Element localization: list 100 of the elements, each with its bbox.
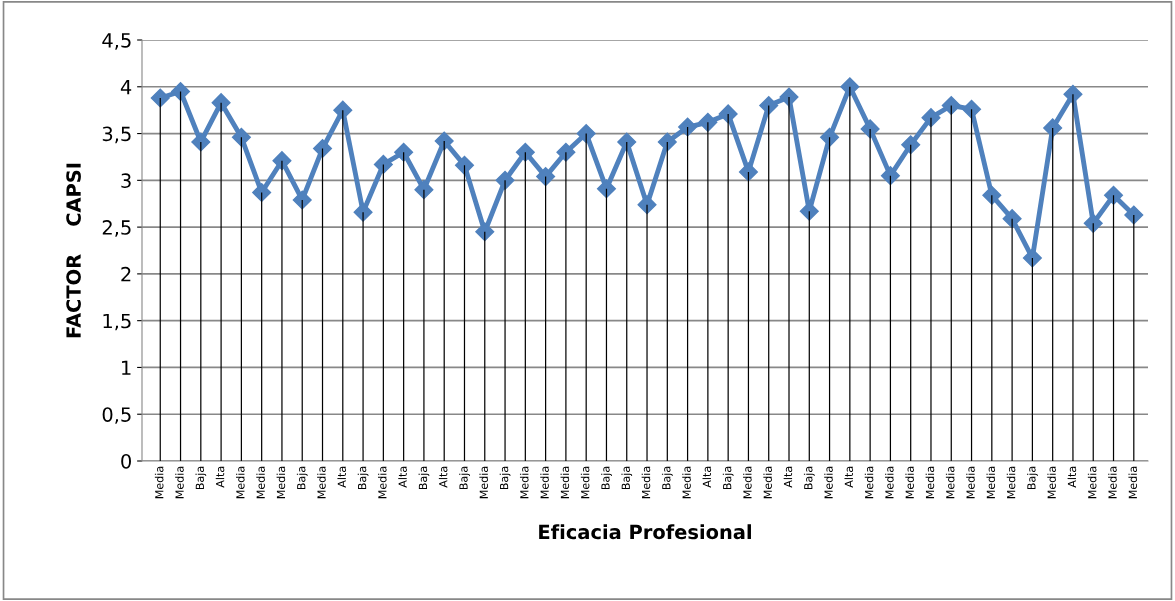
point <box>414 180 434 200</box>
point <box>1083 213 1103 233</box>
y-tick-label: 2,5 <box>102 220 131 237</box>
x-tick-label: Media <box>763 466 772 499</box>
x-tick-label: Media <box>925 466 935 499</box>
x-tick-label: Media <box>1128 466 1138 499</box>
point <box>1043 118 1063 138</box>
x-tick-label: Media <box>276 466 286 499</box>
point <box>982 185 1002 205</box>
x-tick-label: Media <box>519 466 529 499</box>
x-tick-label: Alta <box>844 466 854 488</box>
point <box>840 77 860 97</box>
x-tick-label: Media <box>256 466 265 499</box>
x-tick-label: Baja <box>459 466 470 490</box>
y-tick-label: 3,5 <box>102 126 131 144</box>
point <box>434 131 454 151</box>
x-tick-label: Baja <box>621 466 633 490</box>
point <box>698 112 718 132</box>
x-tick-label: Media <box>824 466 833 499</box>
x-tick-label: Alta <box>438 466 448 488</box>
x-tick-label: Media <box>641 466 651 499</box>
x-tick-label: Media <box>905 466 914 499</box>
point <box>718 104 738 124</box>
y-tick-label: 0 <box>121 453 131 469</box>
y-axis-title: FACTOR CAPSI <box>66 163 81 338</box>
point <box>515 142 535 162</box>
x-tick-label: Media <box>743 466 752 499</box>
point <box>1002 209 1022 229</box>
x-tick-label: Baja <box>601 466 612 490</box>
x-tick-label: Media <box>317 466 326 499</box>
x-tick-label: Baja <box>661 466 673 490</box>
x-tick-label: Media <box>1108 466 1117 499</box>
x-tick-label: Baja <box>722 466 734 490</box>
point <box>1022 248 1042 268</box>
point <box>860 119 880 139</box>
point <box>941 95 961 116</box>
point <box>738 162 758 182</box>
point <box>536 167 556 187</box>
x-tick-label: Alta <box>398 466 407 488</box>
y-tick-label: 2 <box>121 266 131 282</box>
x-tick-label: Media <box>885 466 894 499</box>
point <box>880 166 900 186</box>
y-tick-label: 1 <box>122 360 131 375</box>
point <box>454 155 475 175</box>
point <box>475 222 495 242</box>
y-tick-label: 4 <box>120 79 132 95</box>
x-tick-label: Media <box>986 466 996 499</box>
point <box>617 132 637 152</box>
y-tick-label: 1,5 <box>103 313 131 331</box>
point <box>171 81 191 101</box>
x-tick-label: Media <box>864 466 874 499</box>
x-tick-label: Media <box>377 466 387 499</box>
point <box>252 182 272 203</box>
point <box>191 132 211 152</box>
point <box>596 179 616 199</box>
point <box>394 142 414 162</box>
point <box>1103 185 1124 205</box>
x-tick-label: Media <box>1087 466 1097 499</box>
x-tick-label: Media <box>540 466 549 499</box>
point <box>292 190 312 210</box>
y-tick-label: 0,5 <box>102 407 131 424</box>
x-tick-label: Alta <box>215 466 225 488</box>
x-tick-label: Media <box>682 466 691 499</box>
x-axis-title: Eficacia Profesional <box>539 524 751 540</box>
x-tick-label: Media <box>1006 466 1016 499</box>
point <box>231 127 251 147</box>
x-tick-label: Media <box>175 466 184 499</box>
x-tick-label: Media <box>966 466 975 499</box>
x-tick-label: Media <box>236 466 245 499</box>
point <box>373 154 393 174</box>
point <box>150 88 170 108</box>
x-tick-label: Baja <box>1027 466 1038 490</box>
x-tick-label: Media <box>580 466 590 499</box>
x-tick-label: Alta <box>702 466 712 488</box>
point <box>657 132 677 152</box>
point <box>1124 205 1144 225</box>
x-tick-label: Media <box>560 466 570 499</box>
x-tick-label: Alta <box>1067 466 1077 488</box>
x-tick-label: Baja <box>296 466 308 490</box>
x-tick-label: Baja <box>357 466 369 490</box>
x-tick-label: Media <box>1047 466 1056 499</box>
x-tick-label: Baja <box>418 466 430 490</box>
x-tick-label: Media <box>479 466 488 499</box>
point <box>759 95 779 116</box>
point <box>901 135 921 155</box>
point <box>333 100 353 120</box>
x-tick-label: Baja <box>499 466 511 490</box>
x-tick-label: Baja <box>195 466 207 490</box>
y-tick-label: 4,5 <box>102 33 131 50</box>
point <box>820 127 840 147</box>
point <box>962 99 982 119</box>
x-tick-label: Media <box>945 466 955 499</box>
point <box>312 138 333 159</box>
point <box>576 124 596 144</box>
y-tick-label: 3 <box>121 173 131 188</box>
x-tick-label: Baja <box>803 466 815 490</box>
x-tick-label: Alta <box>783 466 793 488</box>
x-tick-label: Alta <box>337 466 347 488</box>
point <box>678 117 698 137</box>
x-tick-label: Media <box>154 466 164 499</box>
